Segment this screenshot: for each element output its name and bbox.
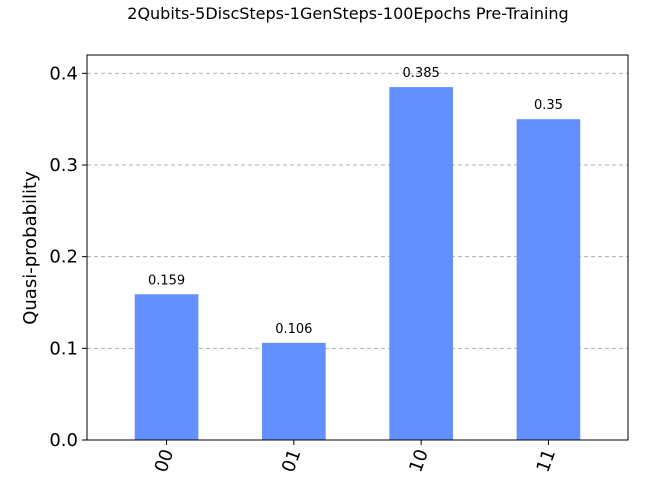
x-axis-ticks: 00 01 10 11 <box>151 440 560 475</box>
data-label: 0.106 <box>275 322 312 337</box>
x-tick-label: 10 <box>405 447 433 476</box>
data-label: 0.385 <box>403 66 440 81</box>
data-label: 0.159 <box>148 273 185 288</box>
data-labels: 0.159 0.106 0.385 0.35 <box>148 66 563 337</box>
data-label: 0.35 <box>534 98 563 113</box>
bar-01 <box>262 342 326 440</box>
x-tick-label: 11 <box>533 447 561 476</box>
x-tick-label: 00 <box>151 447 179 476</box>
y-tick-label: 0.4 <box>49 63 78 84</box>
bar-11 <box>516 119 581 441</box>
y-axis-ticks: 0.0 0.1 0.2 0.3 0.4 <box>49 63 87 451</box>
plot-area-frame <box>86 54 629 441</box>
y-tick-label: 0.3 <box>49 155 78 176</box>
bar-00 <box>134 294 199 440</box>
bar-10 <box>389 87 453 440</box>
y-tick-label: 0.0 <box>49 430 78 451</box>
y-tick-label: 0.2 <box>49 247 78 268</box>
x-tick-label: 01 <box>278 447 306 476</box>
y-axis-label: Quasi-probability <box>20 171 41 325</box>
y-tick-label: 0.1 <box>49 338 78 359</box>
bars <box>134 87 581 441</box>
chart-title: 2Qubits-5DiscSteps-1GenSteps-100Epochs P… <box>127 4 568 23</box>
